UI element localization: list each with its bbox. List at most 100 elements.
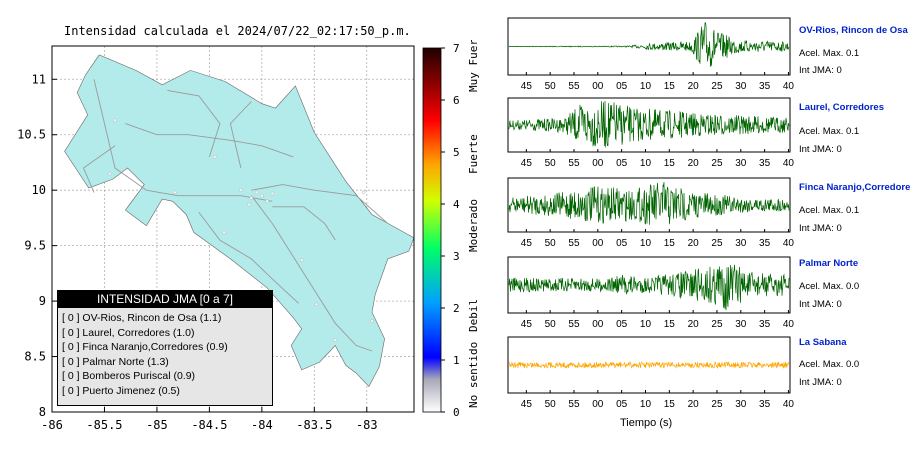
map-title: Intensidad calculada el 2024/07/22_02:17…	[64, 24, 411, 38]
waveform-tick-label: 55	[568, 158, 580, 169]
map-frame	[51, 45, 415, 413]
map-town	[370, 319, 374, 323]
waveform-tick-label: 50	[545, 81, 557, 92]
waveform-tick-label: 35	[759, 238, 771, 249]
map-town	[361, 190, 366, 195]
waveform-tick-label: 55	[568, 399, 580, 410]
station-int-5: Int JMA: 0	[799, 377, 842, 388]
map-town	[113, 118, 117, 123]
map-y-tick-label: 8.5	[24, 350, 46, 364]
waveform-tick-label: 25	[711, 399, 723, 410]
colorbar-tick-label: 3	[453, 250, 460, 263]
map-y-tick-label: 10	[32, 183, 46, 197]
waveform-tick-label: 40	[783, 319, 795, 330]
waveform-tick-label: 00	[592, 238, 604, 249]
waveform-tick-label: 35	[759, 319, 771, 330]
station-int-3: Int JMA: 0	[799, 223, 842, 234]
colorbar-category-label: Fuerte	[467, 134, 480, 174]
waveform-panels: 45 50 55 00 05 10 15 20 25 30 35 40 45 50 55 00 05 10 15 20…	[507, 17, 795, 410]
waveform-tick-label: 45	[521, 81, 533, 92]
waveform-tick-label: 00	[592, 319, 604, 330]
waveform-xlabel: Tiempo (s)	[620, 417, 673, 429]
waveform-tick-label: 25	[711, 238, 723, 249]
waveform-tick-label: 20	[688, 81, 700, 92]
map-town	[314, 302, 319, 307]
map-x-tick-label: -83	[356, 418, 378, 432]
waveform-tick-label: 10	[640, 319, 652, 330]
station-name-5: La Sabana	[799, 337, 847, 348]
legend-item: [ 0 ] Bomberos Puriscal (0.9)	[62, 370, 196, 383]
waveform-tick-label: 45	[521, 319, 533, 330]
waveform-tick-label: 55	[568, 81, 580, 92]
waveform-tick-label: 05	[616, 158, 628, 169]
map-road	[198, 212, 299, 304]
waveform-tick-label: 30	[735, 399, 747, 410]
waveform-tick-label: 35	[759, 158, 771, 169]
waveform-tick-label: 10	[640, 399, 652, 410]
legend-list: [ 0 ] OV-Rios, Rincon de Osa (1.1) [ 0 ] …	[58, 308, 272, 399]
waveform-tick-label: 35	[759, 81, 771, 92]
costa-rica-land	[64, 54, 415, 388]
colorbar-category-label: Muy Fuerte	[467, 40, 480, 92]
colorbar-tick-label: 7	[453, 42, 460, 55]
waveform-tick-label: 30	[735, 319, 747, 330]
station-acel-1: Acel. Max. 0.1	[799, 48, 860, 59]
map-road	[125, 123, 294, 158]
map-town	[333, 338, 338, 342]
map-town	[212, 155, 217, 159]
waveform-tick-label: 15	[664, 399, 676, 410]
waveform-tick-label: 10	[640, 158, 652, 169]
waveform-tick-label: 25	[711, 319, 723, 330]
waveform-tick-label: 45	[521, 238, 533, 249]
waveform-tick-label: 30	[735, 238, 747, 249]
map-road	[251, 195, 373, 352]
map-town	[107, 171, 112, 176]
colorbar-tick-label: 4	[453, 198, 460, 211]
station-acel-5: Acel. Max. 0.0	[799, 359, 860, 370]
waveform-tick-label: 15	[664, 319, 676, 330]
waveform-tick-label: 10	[640, 238, 652, 249]
map-town	[270, 191, 275, 196]
station-name-2: Laurel, Corredores	[799, 102, 884, 113]
waveform-tick-label: 40	[783, 399, 795, 410]
station-name-4: Palmar Norte	[799, 258, 859, 269]
waveform-trace	[508, 361, 790, 370]
station-int-2: Int JMA: 0	[799, 144, 842, 155]
colorbar-tick-label: 0	[453, 406, 460, 419]
waveform-tick-label: 25	[711, 81, 723, 92]
map-y-tick-label: 8	[39, 405, 46, 419]
waveform-tick-label: 20	[688, 319, 700, 330]
waveform-tick-label: 40	[783, 238, 795, 249]
waveform-tick-label: 15	[664, 238, 676, 249]
map-town	[173, 190, 177, 195]
map-town	[299, 258, 304, 262]
waveform-tick-label: 20	[688, 399, 700, 410]
map-town	[249, 196, 254, 200]
station-int-4: Int JMA: 0	[799, 299, 842, 310]
waveform-tick-label: 30	[735, 158, 747, 169]
waveform-trace	[508, 182, 790, 225]
legend-item: [ 0 ] Puerto Jimenez (0.5)	[62, 384, 180, 397]
waveform-tick-label: 40	[783, 81, 795, 92]
station-int-1: Int JMA: 0	[799, 65, 842, 76]
waveform-tick-label: 30	[735, 81, 747, 92]
map-town	[265, 199, 269, 204]
legend-item: [ 0 ] Finca Naranjo,Corredores (0.9)	[62, 341, 228, 354]
legend-item: [ 0 ] Palmar Norte (1.3)	[62, 355, 169, 368]
station-acel-3: Acel. Max. 0.1	[799, 205, 860, 216]
map-x-tick-label: -86	[41, 418, 63, 432]
map-x-tick-label: -85.5	[86, 418, 122, 432]
waveform-tick-label: 05	[616, 319, 628, 330]
map-x-tick-label: -84	[251, 418, 273, 432]
station-name-3: Finca Naranjo,Corredores	[799, 182, 910, 193]
station-name-1: OV-Rios, Rincon de Osa	[799, 25, 908, 36]
map-town	[247, 202, 252, 207]
map-road	[82, 145, 116, 193]
colorbar-tick-label: 6	[453, 94, 460, 107]
waveform-tick-label: 10	[640, 81, 652, 92]
map-road	[167, 89, 221, 158]
waveform-frame	[507, 256, 791, 314]
map-town	[222, 230, 226, 235]
map-y-tick-label: 11	[32, 72, 46, 86]
colorbar-category-label: Moderado	[467, 199, 480, 252]
